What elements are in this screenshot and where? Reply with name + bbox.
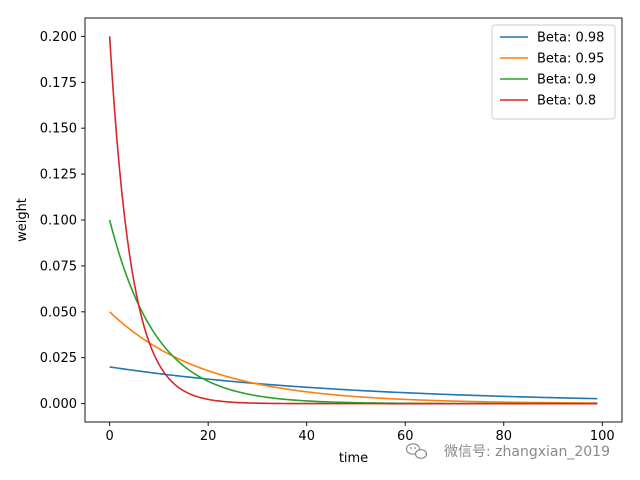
wechat-icon [405,443,428,460]
y-tick-label: 0.150 [40,122,77,137]
series-line-1 [109,311,598,404]
series-lines [108,36,598,405]
legend-label: Beta: 0.95 [537,52,604,67]
y-tick-label: 0.200 [40,30,77,45]
y-tick-label: 0.025 [40,351,77,366]
watermark: 微信号: zhangxian_2019 [405,443,610,460]
x-tick-label: 80 [495,429,512,444]
y-tick-label: 0.100 [40,214,77,229]
x-tick-label: 20 [200,429,217,444]
x-tick-label: 60 [397,429,414,444]
watermark-text: 微信号: zhangxian_2019 [444,444,610,460]
y-axis-label: weight [15,198,30,242]
series-line-0 [109,366,598,400]
legend-label: Beta: 0.98 [537,31,604,46]
x-axis-label: time [339,451,368,466]
y-tick-label: 0.000 [40,397,77,412]
axis-ticks: 0 20 40 60 80 100 0.000 0.025 0.050 0.075 0.100 0.1… [40,30,615,444]
y-tick-label: 0.125 [40,168,77,183]
legend-box [491,24,616,120]
y-tick-label: 0.050 [40,305,77,320]
legend: Beta: 0.98 Beta: 0.95 Beta: 0.9 Beta: 0.8 [491,24,616,120]
series-line-3 [108,36,598,405]
x-tick-label: 40 [298,429,315,444]
y-tick-label: 0.075 [40,259,77,274]
y-tick-label: 0.175 [40,76,77,91]
x-tick-label: 100 [590,429,615,444]
x-tick-label: 0 [105,429,113,444]
legend-label: Beta: 0.8 [537,94,596,109]
legend-label: Beta: 0.9 [537,73,596,88]
